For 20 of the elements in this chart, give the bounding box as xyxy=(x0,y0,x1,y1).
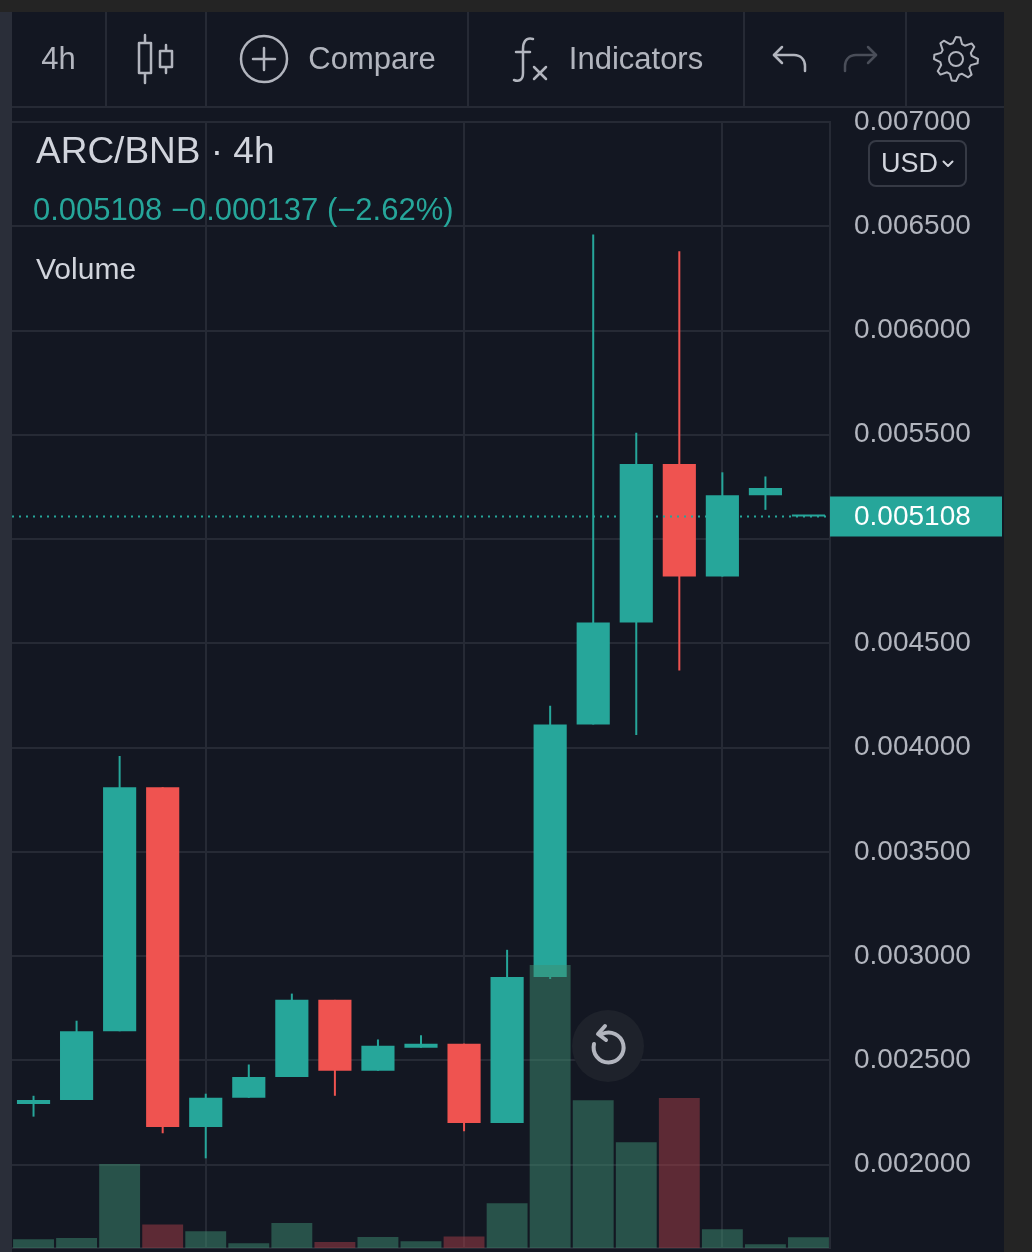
y-tick-label: 0.004000 xyxy=(854,730,971,762)
y-tick-label: 0.006000 xyxy=(854,313,971,345)
ref-line-label: 0.005108 xyxy=(854,500,971,532)
text: Compare xyxy=(308,41,436,77)
y-tick-label: 0.007000 xyxy=(854,104,971,136)
text: Indicators xyxy=(568,41,704,77)
y-tick-label: 0.006500 xyxy=(854,208,971,240)
chart-title: Volume xyxy=(36,252,137,286)
y-tick-label: 0.003000 xyxy=(854,938,971,970)
y-tick-label: 0.004500 xyxy=(854,626,971,658)
candlestick xyxy=(748,475,782,511)
chart-title: ARC/BNB · 4h xyxy=(36,130,275,172)
text: 4h xyxy=(41,41,76,77)
y-tick-label: 0.002000 xyxy=(854,1147,971,1179)
y-tick-label: 0.003500 xyxy=(854,834,971,866)
candlestick xyxy=(16,1094,51,1118)
text: 0.005108 −0.000137 (−2.62%) xyxy=(33,192,454,228)
y-tick-label: 0.005500 xyxy=(854,417,971,449)
y-tick-label: 0.002500 xyxy=(854,1043,971,1075)
dropdown[interactable]: USD xyxy=(868,140,967,187)
